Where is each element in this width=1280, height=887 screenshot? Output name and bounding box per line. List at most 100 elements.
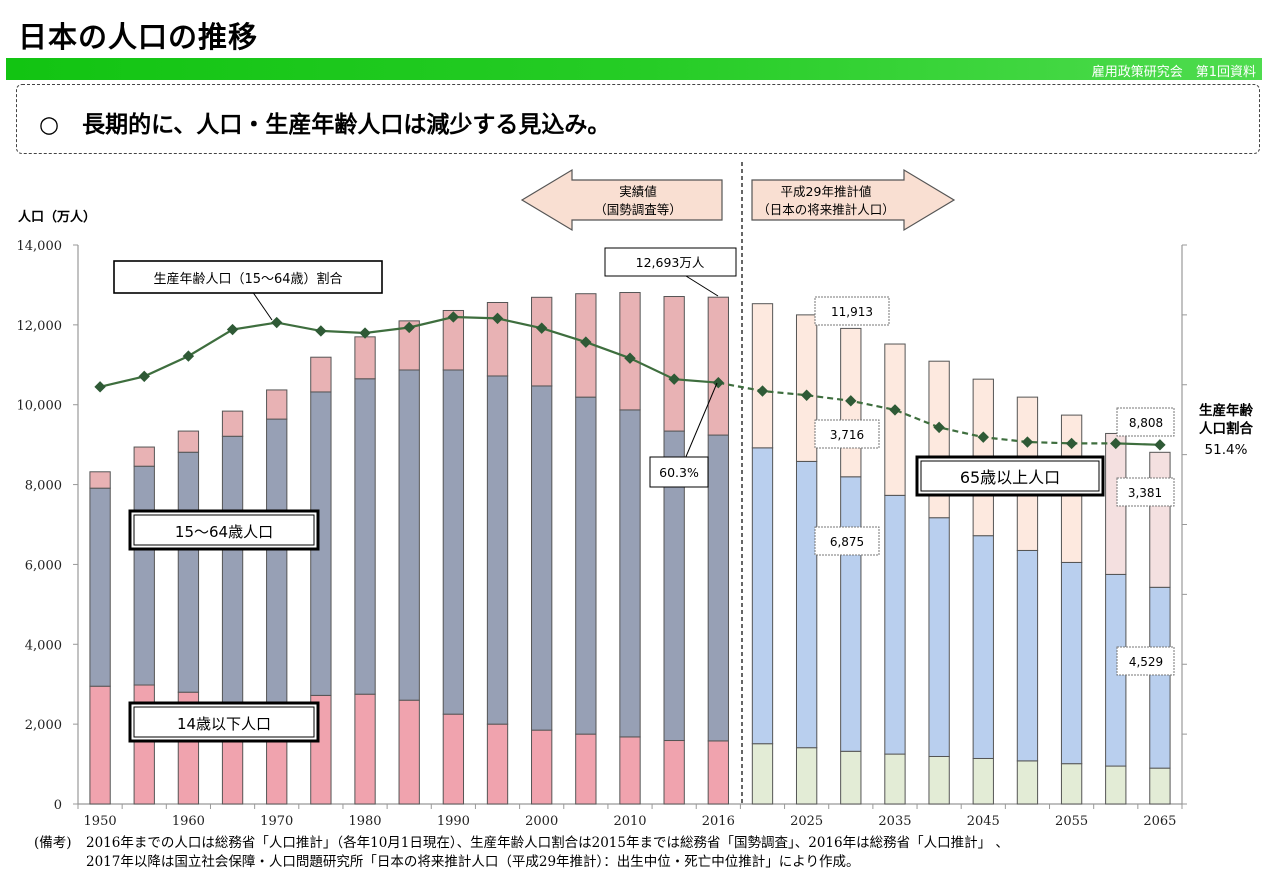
- bar-segment-elderly: [619, 292, 641, 411]
- ratio-point: [535, 322, 548, 334]
- x-tick-label: 1960: [172, 814, 205, 829]
- bar-segment-working-age: [266, 418, 288, 704]
- bar-segment-children: [1016, 760, 1039, 805]
- label-working-age: 15〜64歳人口: [128, 509, 320, 551]
- x-tick-label: 2065: [1143, 814, 1176, 829]
- total-2030-label: 11,913: [814, 296, 890, 326]
- y-tick-label: 8,000: [25, 479, 62, 494]
- x-tick-label: 1970: [260, 814, 293, 829]
- bar-segment-elderly: [1149, 451, 1171, 588]
- bar-segment-elderly: [177, 430, 200, 453]
- bar-segment-children: [354, 693, 376, 805]
- source-tag: 雇用政策研究会 第1回資料: [1091, 65, 1256, 80]
- total-2030-text: 11,913: [831, 305, 873, 319]
- bar-segment-children: [707, 740, 729, 805]
- bar-segment-elderly: [266, 389, 288, 420]
- bar-segment-elderly: [442, 309, 465, 371]
- ratio-point: [712, 376, 725, 389]
- ratio-callout: 生産年齢人口（15〜64歳）割合: [113, 260, 383, 321]
- bar-segment-working-age: [795, 460, 818, 749]
- label-elderly-text: 65歳以上人口: [960, 468, 1060, 487]
- arrow-actual-label-2: （国勢調査等）: [594, 202, 682, 217]
- bar-segment-children: [575, 733, 597, 805]
- x-tick-label: 2016: [702, 814, 735, 829]
- bar-segment-children: [884, 753, 906, 805]
- x-tick-label: 2010: [613, 814, 646, 829]
- bar-segment-working-age: [89, 487, 111, 687]
- bar-segment-children: [751, 743, 774, 805]
- bar-segment-working-age: [575, 396, 597, 735]
- ratio-point: [889, 404, 901, 416]
- ratio-point: [491, 312, 504, 325]
- x-tick-label: 1990: [437, 814, 470, 829]
- bar-segment-children: [1105, 765, 1127, 805]
- bar-segment-children: [398, 699, 420, 805]
- summary-box: ○ 長期的に、人口・生産年齢人口は減少する見込み。: [16, 84, 1260, 154]
- x-tick-label: 2000: [525, 814, 558, 829]
- bar-segment-elderly: [795, 314, 818, 462]
- bar-segment-elderly: [89, 471, 111, 489]
- ratio-point: [315, 325, 327, 337]
- bar-segment-children: [1060, 763, 1083, 805]
- bar-segment-working-age: [1060, 561, 1083, 765]
- ratio-2016-callout: 60.3%: [649, 382, 718, 488]
- arrow-projection: 平成29年推計値 （日本の将来推計人口）: [751, 168, 956, 232]
- label-child-text: 14歳以下人口: [177, 715, 271, 733]
- x-tick-label: 2055: [1055, 814, 1088, 829]
- y-tick-label: 10,000: [17, 399, 63, 414]
- ratio-point: [138, 370, 150, 383]
- ratio-point: [1065, 437, 1078, 450]
- bar-segment-working-age: [751, 447, 774, 745]
- ratio-2065-value: 51.4%: [1205, 442, 1248, 458]
- bars: [89, 292, 1171, 805]
- ratio-point: [1154, 439, 1166, 451]
- bar-segment-elderly: [133, 446, 155, 467]
- elderly-2030-label: 3,716: [814, 419, 880, 449]
- bar-segment-children: [663, 740, 685, 805]
- ratio-point: [447, 311, 460, 323]
- total-2016-text: 12,693万人: [636, 255, 705, 270]
- elderly-2030-text: 3,716: [830, 428, 864, 442]
- bar-segment-children: [442, 713, 465, 805]
- y-tick-label: 6,000: [25, 558, 62, 573]
- ratio-point: [1021, 436, 1034, 448]
- ratio-2065-label-2: 人口割合: [1199, 420, 1253, 437]
- arrow-projection-label-1: 平成29年推計値: [781, 184, 872, 199]
- label-children: 14歳以下人口: [128, 701, 320, 743]
- page-title: 日本の人口の推移: [18, 20, 259, 54]
- footnote-label: (備考): [34, 835, 72, 851]
- arrow-projection-label-2: （日本の将来推計人口）: [757, 202, 895, 217]
- ratio-point: [624, 352, 636, 364]
- bar-segment-elderly: [663, 296, 685, 432]
- bar-segment-elderly: [884, 343, 906, 496]
- ratio-2016-text: 60.3%: [659, 465, 699, 480]
- bar-segment-working-age: [707, 434, 729, 742]
- bar-segment-elderly: [707, 296, 729, 436]
- total-2065-text: 8,808: [1129, 416, 1163, 430]
- label-elderly: 65歳以上人口: [915, 455, 1105, 497]
- bar-segment-working-age: [177, 451, 200, 693]
- label-working-text: 15〜64歳人口: [175, 523, 273, 541]
- working-2065-label: 4,529: [1116, 646, 1175, 676]
- y-tick-label: 4,000: [25, 638, 62, 653]
- ratio-point: [933, 421, 945, 434]
- y-tick-label: 12,000: [17, 319, 63, 334]
- bar-segment-children: [972, 757, 994, 805]
- footnote-line-2: 2017年以降は国立社会保障・人口問題研究所「日本の将来推計人口（平成29年推計…: [86, 854, 860, 870]
- bar-segment-working-age: [398, 369, 420, 701]
- bar-segment-children: [619, 736, 641, 805]
- arrow-actual-label-1: 実績値: [619, 184, 657, 199]
- bar-segment-working-age: [972, 535, 994, 759]
- x-tick-label: 1980: [348, 814, 381, 829]
- total-2065-label: 8,808: [1116, 407, 1175, 437]
- bar-segment-working-age: [619, 409, 641, 738]
- elderly-2065-text: 3,381: [1128, 486, 1162, 500]
- working-2030-text: 6,875: [830, 535, 864, 549]
- bar-segment-elderly: [486, 301, 509, 377]
- ratio-line-projected: [718, 381, 1116, 445]
- ratio-point: [94, 381, 106, 393]
- ratio-2065-label-1: 生産年齢: [1199, 402, 1253, 419]
- header-bar: 雇用政策研究会 第1回資料: [6, 58, 1262, 80]
- x-tick-label: 1950: [84, 814, 117, 829]
- ratio-point: [403, 321, 415, 334]
